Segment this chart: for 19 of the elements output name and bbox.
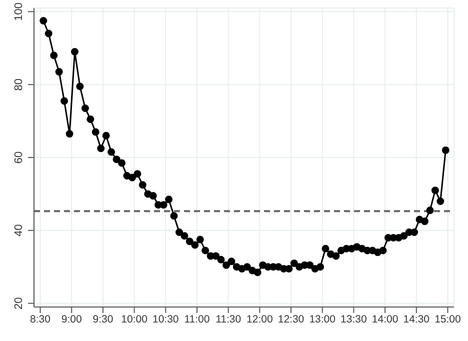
y-tick-label: 60	[13, 151, 25, 164]
y-tick-label: 80	[13, 78, 25, 91]
x-tick-label: 15:00	[434, 313, 462, 326]
x-tick-label: 11:30	[216, 313, 242, 326]
x-tick-label: 8:30	[30, 313, 51, 326]
x-tick-label: 10:30	[152, 313, 179, 326]
x-tick-label: 10:00	[121, 313, 148, 326]
x-tick-label: 11:00	[184, 313, 210, 326]
y-tick-label: 100	[13, 2, 25, 21]
x-tick-label: 12:00	[246, 313, 273, 326]
x-tick-label: 14:00	[372, 313, 398, 326]
y-tick-label: 40	[13, 224, 25, 237]
x-tick-label: 12:30	[278, 313, 304, 326]
x-tick-label: 13:30	[340, 313, 367, 326]
x-tick-label: 9:30	[92, 313, 114, 326]
x-tick-label: 13:00	[309, 313, 336, 326]
x-tick-label: 14:30	[403, 313, 430, 326]
x-tick-label: 9:00	[61, 313, 82, 326]
y-tick-label: 20	[13, 297, 25, 310]
